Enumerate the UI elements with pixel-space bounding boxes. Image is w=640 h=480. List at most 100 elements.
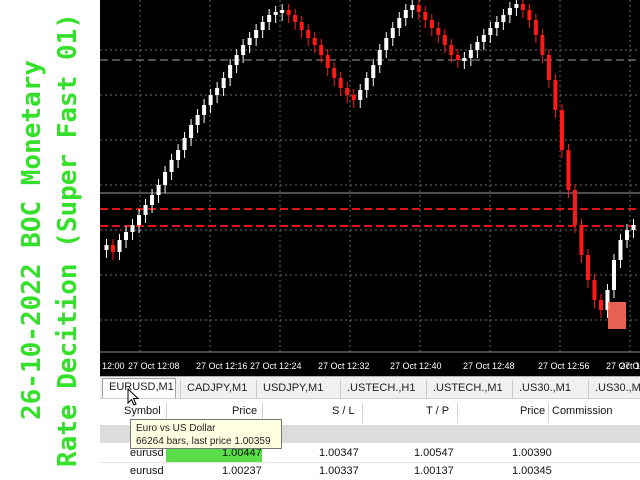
candle-body: [553, 80, 558, 110]
candle-body: [592, 280, 597, 300]
time-axis-label: 27 Oct 1: [620, 361, 640, 371]
candle-body: [618, 240, 623, 260]
candle-body: [267, 15, 272, 22]
candle-body: [358, 90, 363, 100]
cell-sl: 1.00337: [319, 465, 359, 477]
candlestick-chart[interactable]: 12:00 27 Oct 12:08 27 Oct 12:16 27 Oct 12:2…: [100, 0, 640, 376]
cell-symbol: eurusd: [130, 447, 164, 459]
col-separator: [548, 403, 549, 423]
candle-body: [215, 88, 220, 95]
col-separator: [362, 403, 363, 423]
candle-body: [150, 195, 155, 205]
candle-body: [410, 5, 415, 10]
time-axis-label: 27 Oct 12:32: [318, 361, 370, 371]
tab-us30-m1[interactable]: .US30.,M1: [512, 380, 586, 398]
overlay-title-line2: Rate Decition (Super Fast 01): [53, 13, 83, 467]
candle-body: [228, 65, 233, 78]
candle-body: [104, 245, 109, 250]
candle-body: [202, 105, 207, 115]
candle-body: [559, 110, 564, 150]
candle-body: [130, 225, 135, 232]
candle-body: [364, 78, 369, 90]
col-header-tp[interactable]: T / P: [426, 405, 450, 417]
candle-body: [475, 42, 480, 50]
cell-price2: 1.00390: [512, 447, 552, 459]
table-row[interactable]: eurusd 1.00237 1.00337 1.00137 1.00345: [100, 463, 640, 480]
tab-us30-m1-second[interactable]: .US30.,M1: [588, 380, 640, 398]
candle-body: [371, 65, 376, 78]
tab-cadjpy-m1[interactable]: CADJPY,M1: [180, 380, 254, 398]
tooltip-line2: 66264 bars, last price 1.00359: [136, 436, 271, 447]
cell-tp: 1.00547: [414, 447, 454, 459]
candle-body: [189, 125, 194, 138]
candle-body: [455, 55, 460, 60]
cell-price: 1.00237: [222, 465, 262, 477]
candle-body: [176, 150, 181, 160]
tab-ustech-h1[interactable]: .USTECH.,H1: [340, 380, 424, 398]
cell-tp: 1.00137: [414, 465, 454, 477]
candle-body: [416, 5, 421, 12]
col-header-price[interactable]: Price: [232, 405, 258, 417]
time-axis-label: 12:00: [102, 361, 125, 371]
cell-symbol: eurusd: [130, 465, 164, 477]
overlay-title-line1: 26-10-2022 BOC Monetary: [17, 59, 47, 421]
candle-body: [110, 245, 116, 252]
tab-ustech-m1[interactable]: .USTECH.,M1: [426, 380, 510, 398]
col-header-price2[interactable]: Price: [520, 405, 546, 417]
candle-body: [338, 78, 343, 88]
candle-body: [299, 22, 304, 30]
candle-body: [384, 38, 389, 50]
candle-body: [585, 255, 590, 280]
candle-body: [137, 215, 142, 225]
candle-body: [572, 190, 577, 225]
candle-body: [436, 28, 441, 35]
candle-body: [182, 138, 187, 150]
col-header-sl[interactable]: S / L: [332, 405, 355, 417]
time-axis-label: 27 Oct 12:08: [128, 361, 180, 371]
col-separator: [262, 403, 263, 423]
candle-body: [319, 45, 324, 55]
mouse-cursor-icon: [127, 388, 139, 406]
candle-body: [514, 4, 519, 8]
time-axis-label: 27 Oct 12:48: [463, 361, 515, 371]
candle-body: [312, 38, 317, 45]
candle-body: [254, 30, 259, 38]
candle-body: [507, 8, 512, 15]
candle-body: [293, 15, 298, 22]
candle-body: [306, 30, 311, 38]
candle-body: [117, 240, 122, 252]
candle-body: [247, 38, 252, 45]
candle-body: [501, 15, 506, 22]
time-axis-label: 27 Oct 12:24: [250, 361, 302, 371]
col-separator: [166, 403, 167, 423]
candle-body: [462, 58, 467, 61]
candle-body: [273, 12, 278, 15]
chart-tab-bar: EURUSD,M1 CADJPY,M1 USDJPY,M1 .USTECH.,H…: [100, 376, 640, 399]
current-price-marker: [608, 302, 626, 329]
candle-body: [403, 10, 408, 18]
tooltip-line1: Euro vs US Dollar: [136, 423, 216, 434]
candle-body: [579, 225, 584, 255]
candle-body: [429, 20, 434, 28]
time-axis-label: 27 Oct 12:56: [538, 361, 590, 371]
candle-body: [468, 50, 473, 58]
candle-body: [156, 185, 161, 195]
price-chart[interactable]: 12:00 27 Oct 12:08 27 Oct 12:16 27 Oct 12:2…: [100, 0, 640, 376]
col-header-symbol[interactable]: Symbol: [124, 405, 161, 417]
candle-body: [234, 55, 239, 65]
candle-body: [221, 78, 226, 88]
candle-body: [377, 50, 382, 65]
candle-body: [195, 115, 200, 125]
candle-body: [540, 35, 545, 55]
table-row[interactable]: eurusd 1.00447 1.00347 1.00547 1.00390: [100, 445, 640, 463]
candle-body: [631, 225, 636, 230]
candle-body: [546, 55, 551, 80]
col-header-commission[interactable]: Commission: [552, 405, 613, 417]
candle-body: [520, 4, 525, 10]
video-title-overlay: 26-10-2022 BOC Monetary Rate Decition (S…: [0, 0, 100, 480]
candle-body: [481, 35, 486, 42]
tab-eurusd-m1[interactable]: EURUSD,M1: [102, 378, 176, 399]
cell-sl: 1.00347: [319, 447, 359, 459]
tab-usdjpy-m1[interactable]: USDJPY,M1: [256, 380, 338, 398]
candle-body: [260, 22, 265, 30]
